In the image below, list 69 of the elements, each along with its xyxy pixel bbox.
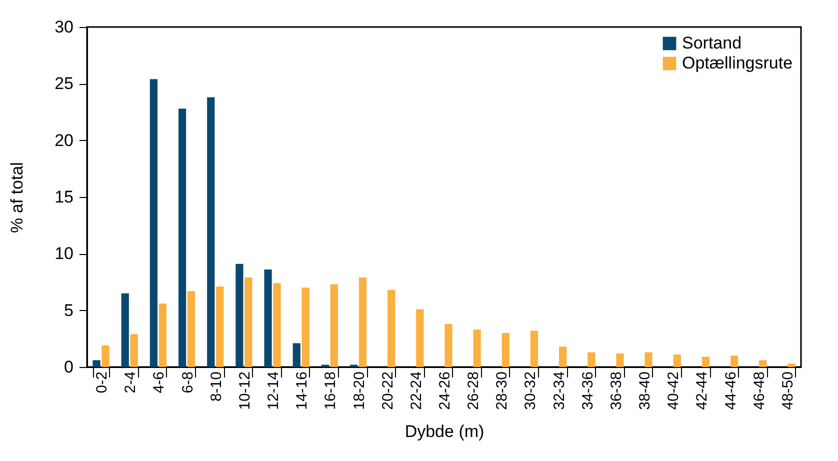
x-tick-label: 6-8 — [179, 372, 196, 394]
x-tick-label: 44-46 — [722, 372, 740, 410]
bar — [388, 290, 396, 367]
bar — [530, 330, 538, 367]
bar — [102, 345, 110, 367]
x-tick-label: 10-12 — [236, 372, 254, 410]
legend-label: Optællingsrute — [682, 54, 793, 72]
y-tick-label: 30 — [54, 18, 74, 36]
x-tick-label: 24-26 — [436, 372, 454, 410]
x-tick-label: 22-24 — [408, 372, 425, 410]
x-tick-label: 16-18 — [322, 372, 340, 410]
x-tick-label: 20-22 — [379, 372, 396, 410]
bar — [330, 284, 338, 367]
x-tick-label: 0-2 — [94, 372, 111, 394]
bar — [759, 360, 767, 367]
bar — [187, 291, 196, 367]
bar — [130, 334, 138, 367]
bar — [559, 346, 567, 367]
x-tick-label: 12-14 — [265, 372, 282, 410]
bar — [616, 353, 624, 367]
x-tick-label: 18-20 — [350, 372, 368, 410]
bar — [673, 354, 681, 367]
bar — [158, 304, 166, 367]
x-tick-label: 34-36 — [579, 372, 596, 410]
x-tick-label: 26-28 — [465, 372, 482, 410]
y-tick-label: 25 — [54, 74, 74, 94]
y-tick-label: 15 — [54, 188, 74, 206]
bar — [302, 288, 310, 367]
bar — [244, 277, 252, 367]
y-tick-label: 0 — [64, 358, 74, 376]
x-tick-label: 32-34 — [550, 372, 568, 410]
bar — [730, 356, 738, 367]
bar — [416, 309, 424, 367]
x-tick-label: 36-38 — [608, 372, 625, 410]
x-tick-label: 8-10 — [208, 372, 225, 402]
bar — [264, 270, 272, 367]
bar — [358, 277, 367, 367]
x-tick-label: 28-30 — [494, 372, 511, 410]
bar — [207, 97, 215, 367]
x-tick-label: 40-42 — [665, 372, 682, 410]
x-axis-title: Dybde (m) — [404, 422, 484, 441]
y-axis-title: % af total — [8, 162, 27, 233]
bar — [236, 264, 244, 367]
x-tick-label: 14-16 — [294, 372, 311, 410]
x-tick-label: 42-44 — [694, 372, 711, 410]
y-tick-label: 5 — [64, 300, 74, 320]
y-tick-label: 20 — [54, 130, 74, 150]
y-tick-label: 10 — [54, 244, 74, 264]
bar — [273, 283, 281, 367]
x-tick-label: 2-4 — [122, 372, 140, 394]
bar — [644, 352, 652, 367]
x-tick-label: 4-6 — [150, 372, 168, 394]
bar — [92, 360, 100, 367]
bar — [502, 333, 510, 367]
bar — [178, 108, 186, 367]
bar — [150, 79, 158, 367]
x-tick-label: 46-48 — [750, 372, 768, 410]
bar — [444, 324, 452, 367]
x-tick-label: 30-32 — [522, 372, 540, 410]
bar — [588, 352, 596, 367]
bar — [788, 364, 796, 367]
x-tick-label: 48-50 — [779, 372, 796, 410]
bar — [292, 343, 300, 367]
legend-label: Sortand — [682, 34, 742, 52]
bar — [121, 293, 129, 367]
bar — [473, 330, 481, 367]
x-tick-label: 38-40 — [636, 372, 654, 410]
bar — [216, 286, 224, 367]
bar — [702, 356, 710, 367]
